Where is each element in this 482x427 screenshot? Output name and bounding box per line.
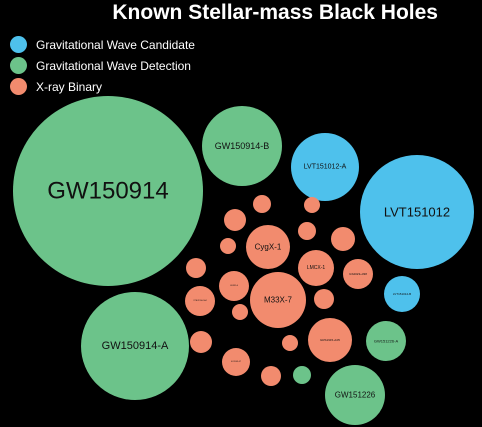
bubble-grs1009-45 [220,238,236,254]
bubble-xtej1859-226 [190,331,212,353]
bubble-label: GW151226 [335,391,376,400]
bubble-saxj1819-3-2525 [261,366,281,386]
bubble-lvt151012-a [291,133,359,201]
bubble-label: LVT151012-B [393,292,411,296]
bubble-lvt151012-b [384,276,420,312]
bubble-label: GRS1915+105 [320,338,340,342]
bubble-lvt151012 [360,155,474,269]
legend-item: Gravitational Wave Candidate [10,34,195,55]
bubble-label: GW150914-A [102,340,169,352]
bubble-gx339-4 [219,271,249,301]
legend-swatch [10,36,27,53]
bubble-m33x-7 [250,272,306,328]
bubble-groj0422-32 [232,304,248,320]
bubble-label: GW150914 [47,178,168,205]
legend-item: X-ray Binary [10,76,195,97]
bubble-gw151226-a [366,321,406,361]
bubble-grs1124-683 [253,195,271,213]
bubble-maxij1659-152 [282,335,298,351]
chart-title: Known Stellar-mass Black Holes [112,1,438,24]
bubble-gw150914-a [81,292,189,400]
bubble-4u1543-47 [222,348,250,376]
bubble-gs2023-338 [343,259,373,289]
legend-label: X-ray Binary [36,79,103,94]
bubble-xtej1118-480 [224,209,246,231]
bubble-label: XTEJ1550-564 [193,300,207,302]
bubble-gs1354-64 [186,258,206,278]
bubble-grs1915-105 [308,318,352,362]
bubble-label: GW150914-B [215,141,270,151]
bubble-label: 4U1543-47 [231,361,242,363]
bubble-gw150914 [13,96,203,286]
bubble-groj1655-40 [298,222,316,240]
bubble-label: GW151226-A [374,339,399,344]
bubble-label: GS2023+338 [349,272,367,276]
bubble-label: LMCX-1 [307,265,326,271]
legend-swatch [10,78,27,95]
legend-item: Gravitational Wave Detection [10,55,195,76]
bubble-label: GX339-4 [230,285,239,287]
bubble-gw151226 [325,365,385,425]
legend: Gravitational Wave Candidate Gravitationa… [10,34,195,97]
legend-label: Gravitational Wave Detection [36,58,191,73]
bubble-a0620-00 [314,289,334,309]
bubble-gw150914-b [202,106,282,186]
legend-label: Gravitational Wave Candidate [36,37,195,52]
bubble-xtej1550-564 [185,286,215,316]
legend-swatch [10,57,27,74]
bubble-gw151226-b [293,366,311,384]
bubble-h1705-250 [331,227,355,251]
bubble-label: CygX-1 [255,243,282,252]
bubble-xtej1650-500 [304,197,320,213]
bubble-cygx-1 [246,225,290,269]
bubble-lmcx-1 [298,250,334,286]
bubble-label: LVT151012-A [304,164,347,171]
bubble-label: LVT151012 [384,205,450,220]
bubble-label: M33X-7 [264,296,293,305]
